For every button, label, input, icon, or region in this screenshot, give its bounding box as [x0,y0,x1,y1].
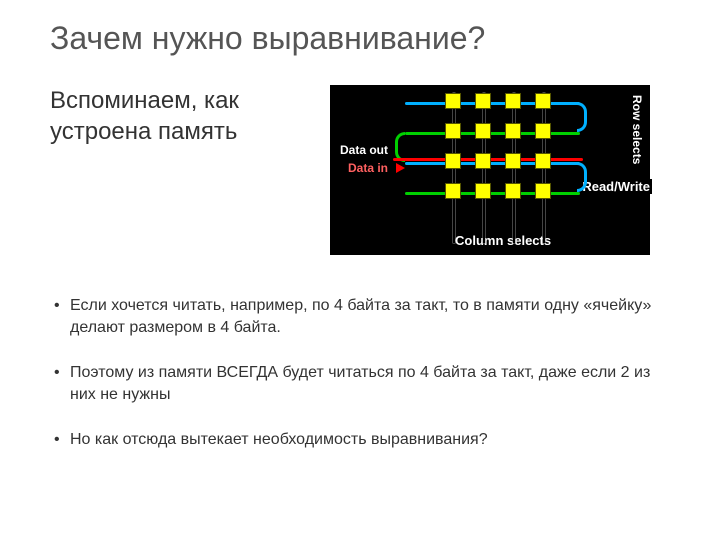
label-data-out: Data out [340,143,388,157]
memory-cell [475,123,491,139]
page-title: Зачем нужно выравнивание? [50,20,680,57]
memory-cell [445,123,461,139]
memory-cell [475,153,491,169]
memory-cell [505,123,521,139]
memory-cell [445,93,461,109]
label-row-selects: Row selects [630,95,644,164]
memory-cell [475,183,491,199]
list-item: Но как отсюда вытекает необходимость выр… [50,429,680,451]
subtitle: Вспоминаем, как устроена память [50,85,310,147]
label-read-write: Read/Write [580,179,652,194]
top-row: Вспоминаем, как устроена память Data out… [50,85,680,255]
bullet-list: Если хочется читать, например, по 4 байт… [50,295,680,451]
memory-cell [475,93,491,109]
memory-cell [445,183,461,199]
memory-cell [505,93,521,109]
memory-cell [535,93,551,109]
memory-cell [505,183,521,199]
list-item: Поэтому из памяти ВСЕГДА будет читаться … [50,362,680,407]
memory-cell [535,153,551,169]
memory-cell [535,123,551,139]
memory-cell [505,153,521,169]
memory-diagram: Data out Data in Row selects Read/Write … [330,85,680,255]
memory-cell [535,183,551,199]
label-column-selects: Column selects [455,233,551,248]
memory-cell [445,153,461,169]
list-item: Если хочется читать, например, по 4 байт… [50,295,680,340]
label-data-in: Data in [348,161,388,175]
